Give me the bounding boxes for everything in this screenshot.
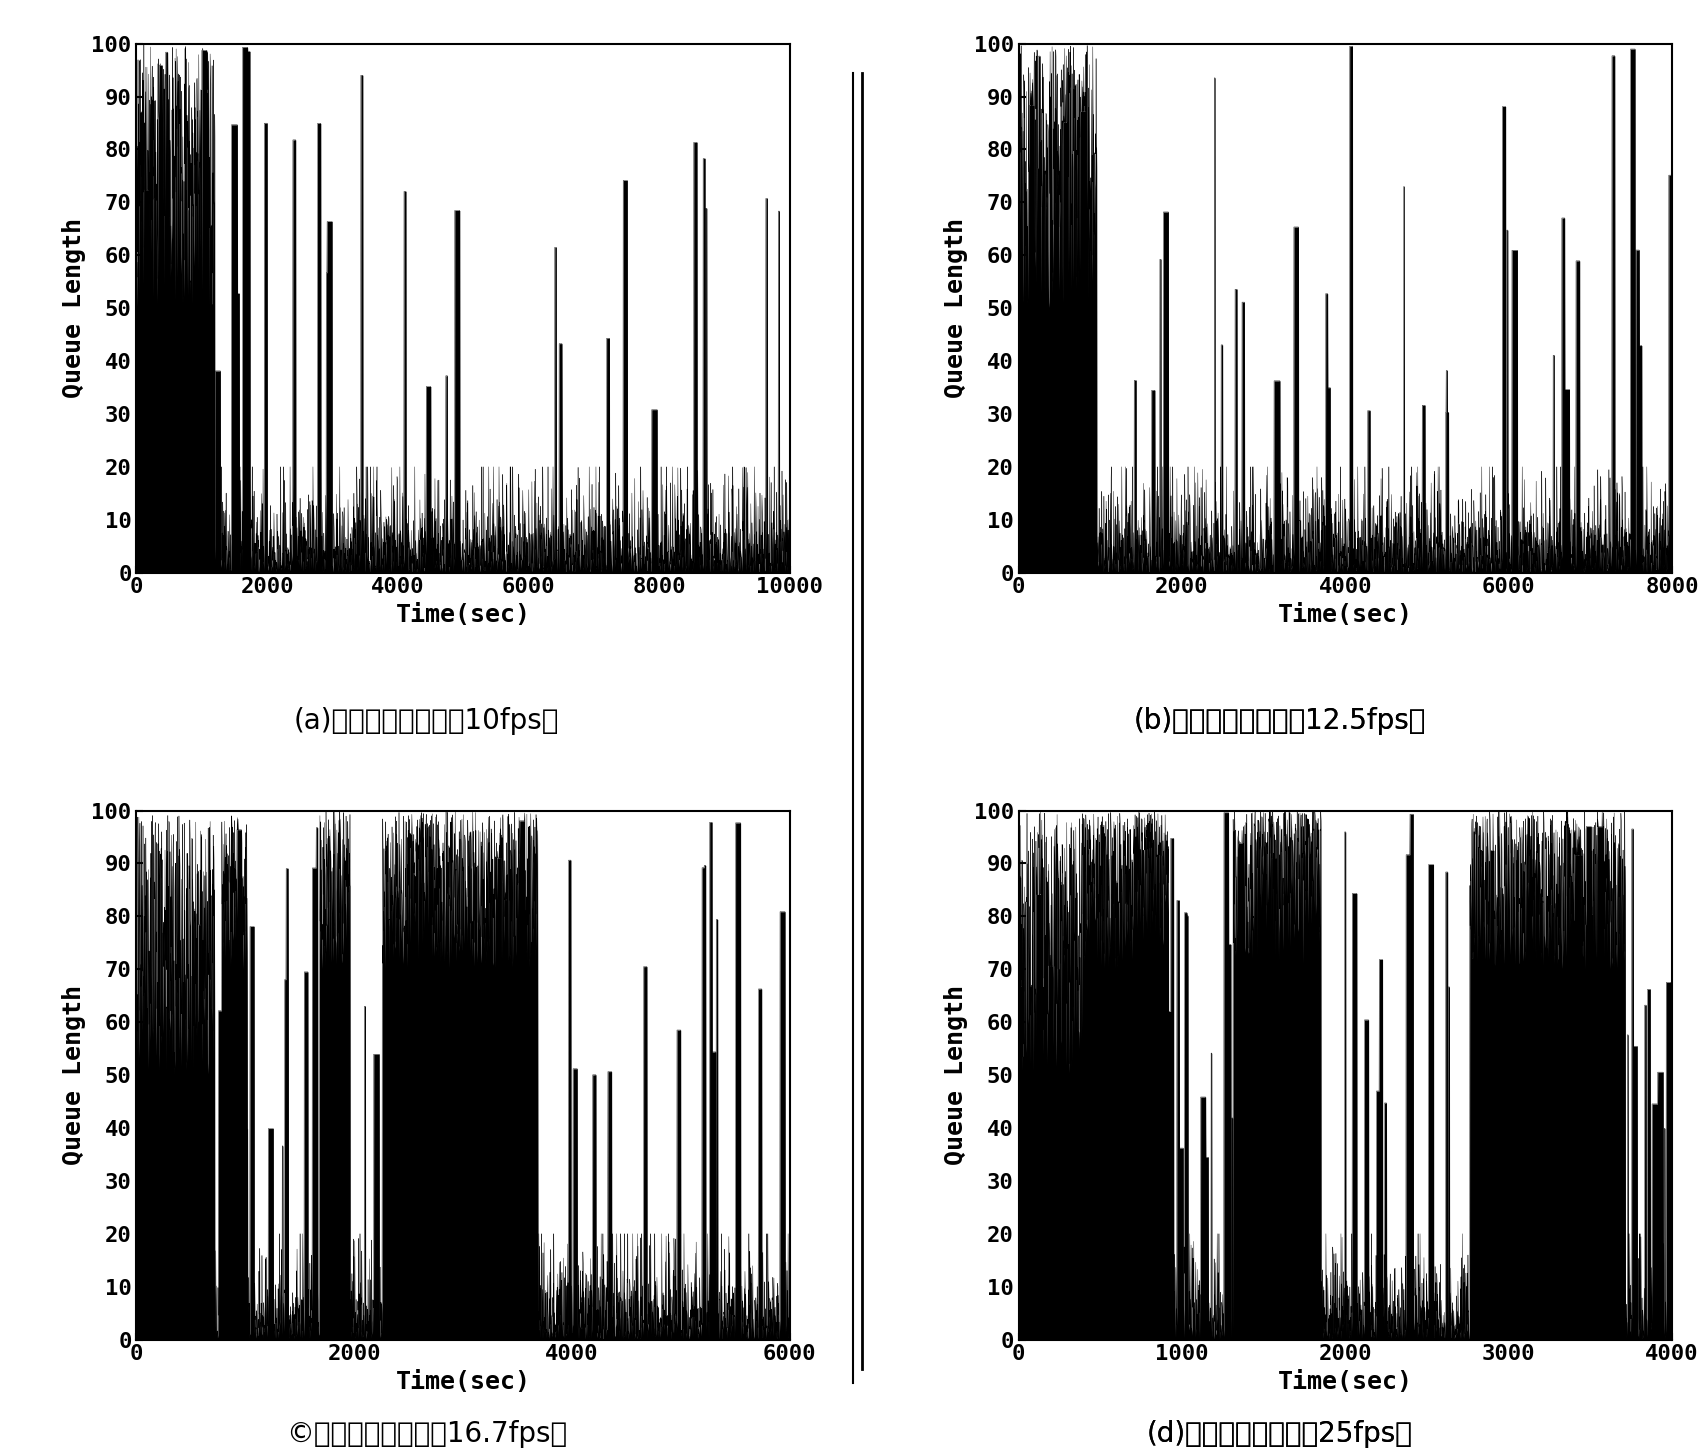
- Y-axis label: Queue Length: Queue Length: [61, 986, 85, 1165]
- Y-axis label: Queue Length: Queue Length: [61, 218, 85, 397]
- Text: (a)视频帧发送速率（10fps）: (a)视频帧发送速率（10fps）: [293, 706, 559, 735]
- X-axis label: Time(sec): Time(sec): [1277, 1370, 1412, 1393]
- Text: (d)视频帧发送速率（25fps）: (d)视频帧发送速率（25fps）: [1146, 1420, 1412, 1449]
- X-axis label: Time(sec): Time(sec): [396, 603, 530, 628]
- X-axis label: Time(sec): Time(sec): [396, 1370, 530, 1393]
- Y-axis label: Queue Length: Queue Length: [943, 218, 967, 397]
- Y-axis label: Queue Length: Queue Length: [943, 986, 967, 1165]
- X-axis label: Time(sec): Time(sec): [1277, 603, 1412, 628]
- Text: (d)视频帧发送速率（25fps）: (d)视频帧发送速率（25fps）: [1146, 1420, 1412, 1449]
- Text: (b)视频帧发送速率（12.5fps）: (b)视频帧发送速率（12.5fps）: [1132, 706, 1425, 735]
- Text: ©视频帧发送速率（16.7fps）: ©视频帧发送速率（16.7fps）: [286, 1420, 566, 1449]
- Text: (b)视频帧发送速率（12.5fps）: (b)视频帧发送速率（12.5fps）: [1132, 706, 1425, 735]
